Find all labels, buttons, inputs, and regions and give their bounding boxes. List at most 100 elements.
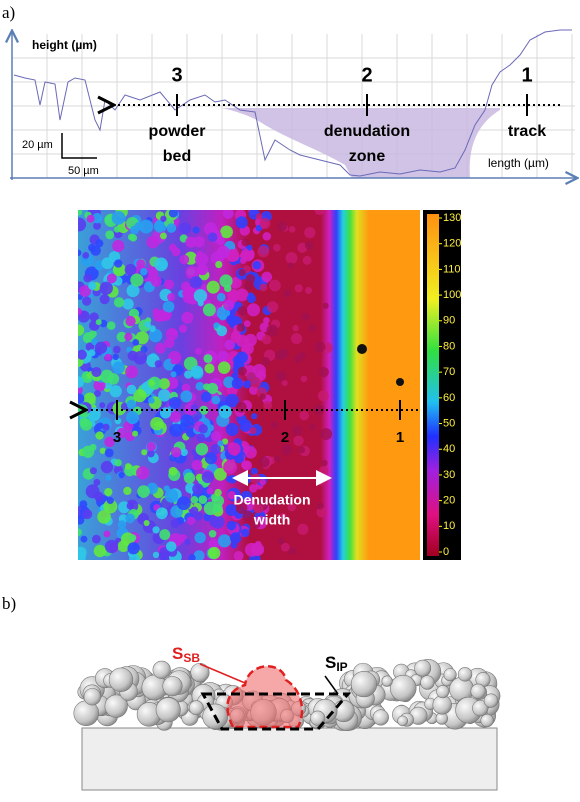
s-sb-label: SSB xyxy=(172,644,200,665)
particle xyxy=(288,547,297,555)
particle xyxy=(89,467,97,475)
particle xyxy=(266,324,279,337)
particle xyxy=(192,483,204,495)
particle xyxy=(243,248,255,260)
particle xyxy=(178,324,188,333)
particle xyxy=(263,317,270,324)
particle xyxy=(207,546,221,560)
particle xyxy=(198,424,208,434)
particle xyxy=(223,460,237,475)
s-ip-region xyxy=(200,692,352,731)
particle xyxy=(259,456,270,468)
powder-particle xyxy=(188,700,204,716)
particle xyxy=(217,361,231,374)
particle xyxy=(246,293,256,304)
particle xyxy=(287,502,296,512)
particle xyxy=(126,284,140,298)
particle xyxy=(248,484,258,493)
particle xyxy=(143,520,150,527)
particle xyxy=(139,219,154,234)
denudation-area xyxy=(222,108,500,178)
particle xyxy=(207,232,218,243)
particle xyxy=(313,404,325,415)
particle xyxy=(127,233,135,241)
particle xyxy=(244,542,259,557)
marker-number: 3 xyxy=(171,64,182,86)
particle xyxy=(137,485,150,498)
particle xyxy=(246,244,253,251)
particle xyxy=(316,474,329,486)
colorbar-tick-label: 70 xyxy=(443,366,455,378)
particle xyxy=(216,325,228,337)
particle xyxy=(78,324,85,336)
particle xyxy=(130,225,140,235)
particle xyxy=(124,332,133,341)
particle xyxy=(117,540,130,553)
particle xyxy=(126,502,134,510)
particle xyxy=(244,282,253,291)
particle xyxy=(261,357,271,366)
particle xyxy=(222,210,234,219)
particle xyxy=(164,488,179,503)
powder-particle xyxy=(436,685,450,699)
particle xyxy=(127,542,140,555)
particle xyxy=(298,351,306,359)
particle xyxy=(186,516,196,525)
s-ip-sub: IP xyxy=(336,660,347,674)
particle xyxy=(159,529,171,541)
particle xyxy=(241,460,253,471)
particle xyxy=(262,232,272,241)
particle xyxy=(92,534,101,544)
particle xyxy=(78,210,83,216)
annotation: width xyxy=(253,512,291,528)
particle xyxy=(148,379,155,386)
particle xyxy=(179,254,190,265)
s-sb-sub: SB xyxy=(183,651,200,665)
particle xyxy=(103,530,111,538)
particle xyxy=(191,459,203,471)
particle xyxy=(184,538,191,545)
particle xyxy=(206,280,220,294)
particle xyxy=(125,513,135,524)
particle xyxy=(181,311,194,324)
particle xyxy=(309,423,316,431)
marker-number: 3 xyxy=(113,429,121,446)
particle xyxy=(269,279,281,292)
particle xyxy=(293,435,304,447)
particle xyxy=(204,363,215,374)
particle xyxy=(91,338,98,346)
particle xyxy=(125,315,136,327)
colorbar-tick-label: 0 xyxy=(443,546,449,558)
particle xyxy=(317,390,329,402)
particle xyxy=(170,371,177,378)
particle xyxy=(111,210,126,225)
particle xyxy=(208,529,217,538)
particle xyxy=(147,449,155,458)
particle xyxy=(130,273,144,287)
powder-particle xyxy=(414,659,432,677)
powder-particle xyxy=(83,688,102,706)
particle xyxy=(225,423,239,436)
powder-particle xyxy=(108,667,134,692)
particle xyxy=(126,399,136,410)
particle xyxy=(129,553,140,560)
particle xyxy=(82,251,90,259)
particle xyxy=(259,393,266,400)
colorbar-tick-label: 100 xyxy=(443,289,461,301)
particle xyxy=(193,236,205,248)
particle xyxy=(126,384,137,395)
particle xyxy=(106,321,116,330)
particle xyxy=(78,249,82,257)
particle xyxy=(164,337,175,349)
s-sb-main: S xyxy=(172,644,183,663)
particle xyxy=(104,539,119,554)
particle xyxy=(104,353,112,361)
particle xyxy=(182,286,195,300)
particle xyxy=(102,423,110,431)
powder-particle xyxy=(381,675,393,687)
particle xyxy=(112,361,125,374)
particle xyxy=(288,225,296,233)
panel-label: a) xyxy=(2,3,15,22)
particle xyxy=(218,405,232,419)
particle xyxy=(261,334,272,345)
